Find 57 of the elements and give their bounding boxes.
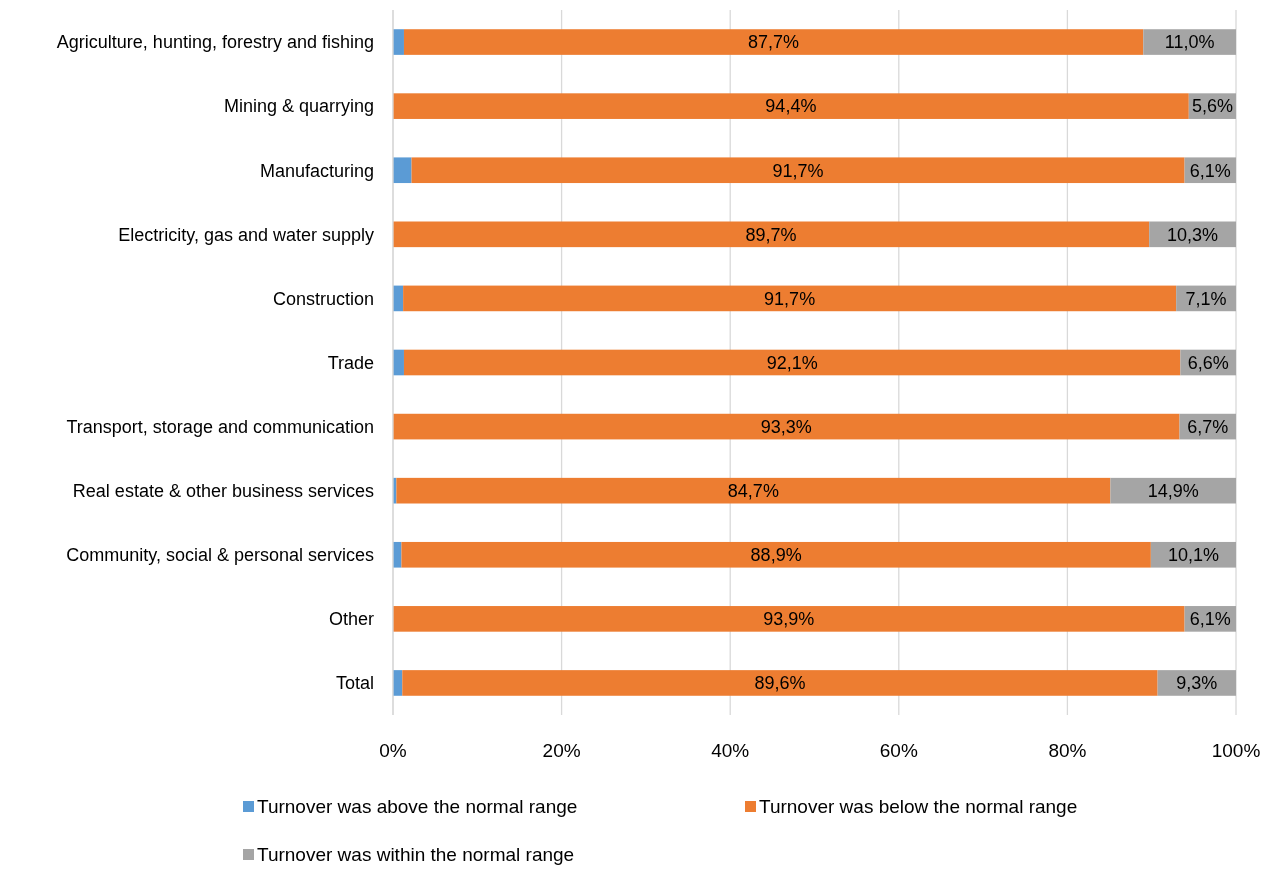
data-label: 89,6%: [754, 673, 806, 694]
data-label: 6,7%: [1187, 416, 1229, 437]
bar: [403, 285, 1177, 312]
data-label: 91,7%: [772, 160, 824, 181]
data-label: 92,1%: [766, 352, 818, 373]
x-tick-label: 20%: [542, 740, 581, 761]
bar: [403, 349, 1181, 376]
bar: [396, 477, 1111, 504]
x-tick-label: 60%: [879, 740, 918, 761]
y-tick-label: Real estate & other business services: [72, 480, 374, 501]
data-label: 6,1%: [1189, 609, 1231, 630]
bar: [393, 157, 412, 184]
x-tick-label: 80%: [1048, 740, 1087, 761]
legend-label: Turnover was above the normal range: [257, 795, 578, 817]
bar: [393, 606, 1185, 632]
bar: [411, 157, 1185, 184]
y-tick-label: Construction: [272, 288, 374, 309]
y-tick-label: Electricity, gas and water supply: [118, 224, 374, 245]
bar: [1110, 477, 1236, 504]
bar: [401, 541, 1151, 568]
x-tick-label: 40%: [711, 740, 750, 761]
data-label: 7,1%: [1185, 288, 1227, 309]
y-tick-label: Transport, storage and communication: [66, 416, 374, 437]
data-label: 14,9%: [1147, 480, 1199, 501]
data-label: 10,3%: [1167, 224, 1219, 245]
bar: [402, 670, 1158, 696]
data-label: 6,6%: [1187, 352, 1229, 373]
data-label: 84,7%: [727, 480, 779, 501]
data-label: 11,0%: [1164, 32, 1215, 53]
data-label: 93,9%: [763, 609, 815, 630]
bar: [1143, 29, 1236, 55]
bar: [393, 29, 404, 55]
data-label: 93,3%: [760, 416, 812, 437]
data-label: 89,7%: [745, 224, 797, 245]
y-tick-label: Manufacturing: [259, 160, 374, 181]
data-label: 10,1%: [1167, 545, 1219, 566]
data-label: 91,7%: [764, 288, 816, 309]
data-label: 88,9%: [750, 545, 802, 566]
bar: [403, 29, 1144, 55]
data-label: 87,7%: [748, 32, 800, 53]
bar: [393, 93, 1189, 119]
y-tick-label: Agriculture, hunting, forestry and fishing: [56, 32, 374, 53]
legend-label: Turnover was below the normal range: [759, 795, 1078, 817]
bar: [393, 221, 1150, 248]
data-label: 6,1%: [1189, 160, 1231, 181]
legend-label: Turnover was within the normal range: [257, 843, 575, 865]
y-tick-label: Other: [328, 609, 374, 630]
data-label: 94,4%: [765, 96, 817, 117]
y-tick-label: Trade: [327, 352, 374, 373]
y-tick-label: Mining & quarrying: [223, 96, 374, 117]
data-label: 5,6%: [1191, 96, 1233, 117]
x-tick-label: 0%: [379, 740, 407, 761]
y-tick-label: Community, social & personal services: [66, 545, 374, 566]
data-label: 9,3%: [1176, 673, 1218, 694]
y-tick-label: Total: [335, 673, 374, 694]
bar: [393, 413, 1180, 440]
x-tick-label: 100%: [1211, 740, 1261, 761]
